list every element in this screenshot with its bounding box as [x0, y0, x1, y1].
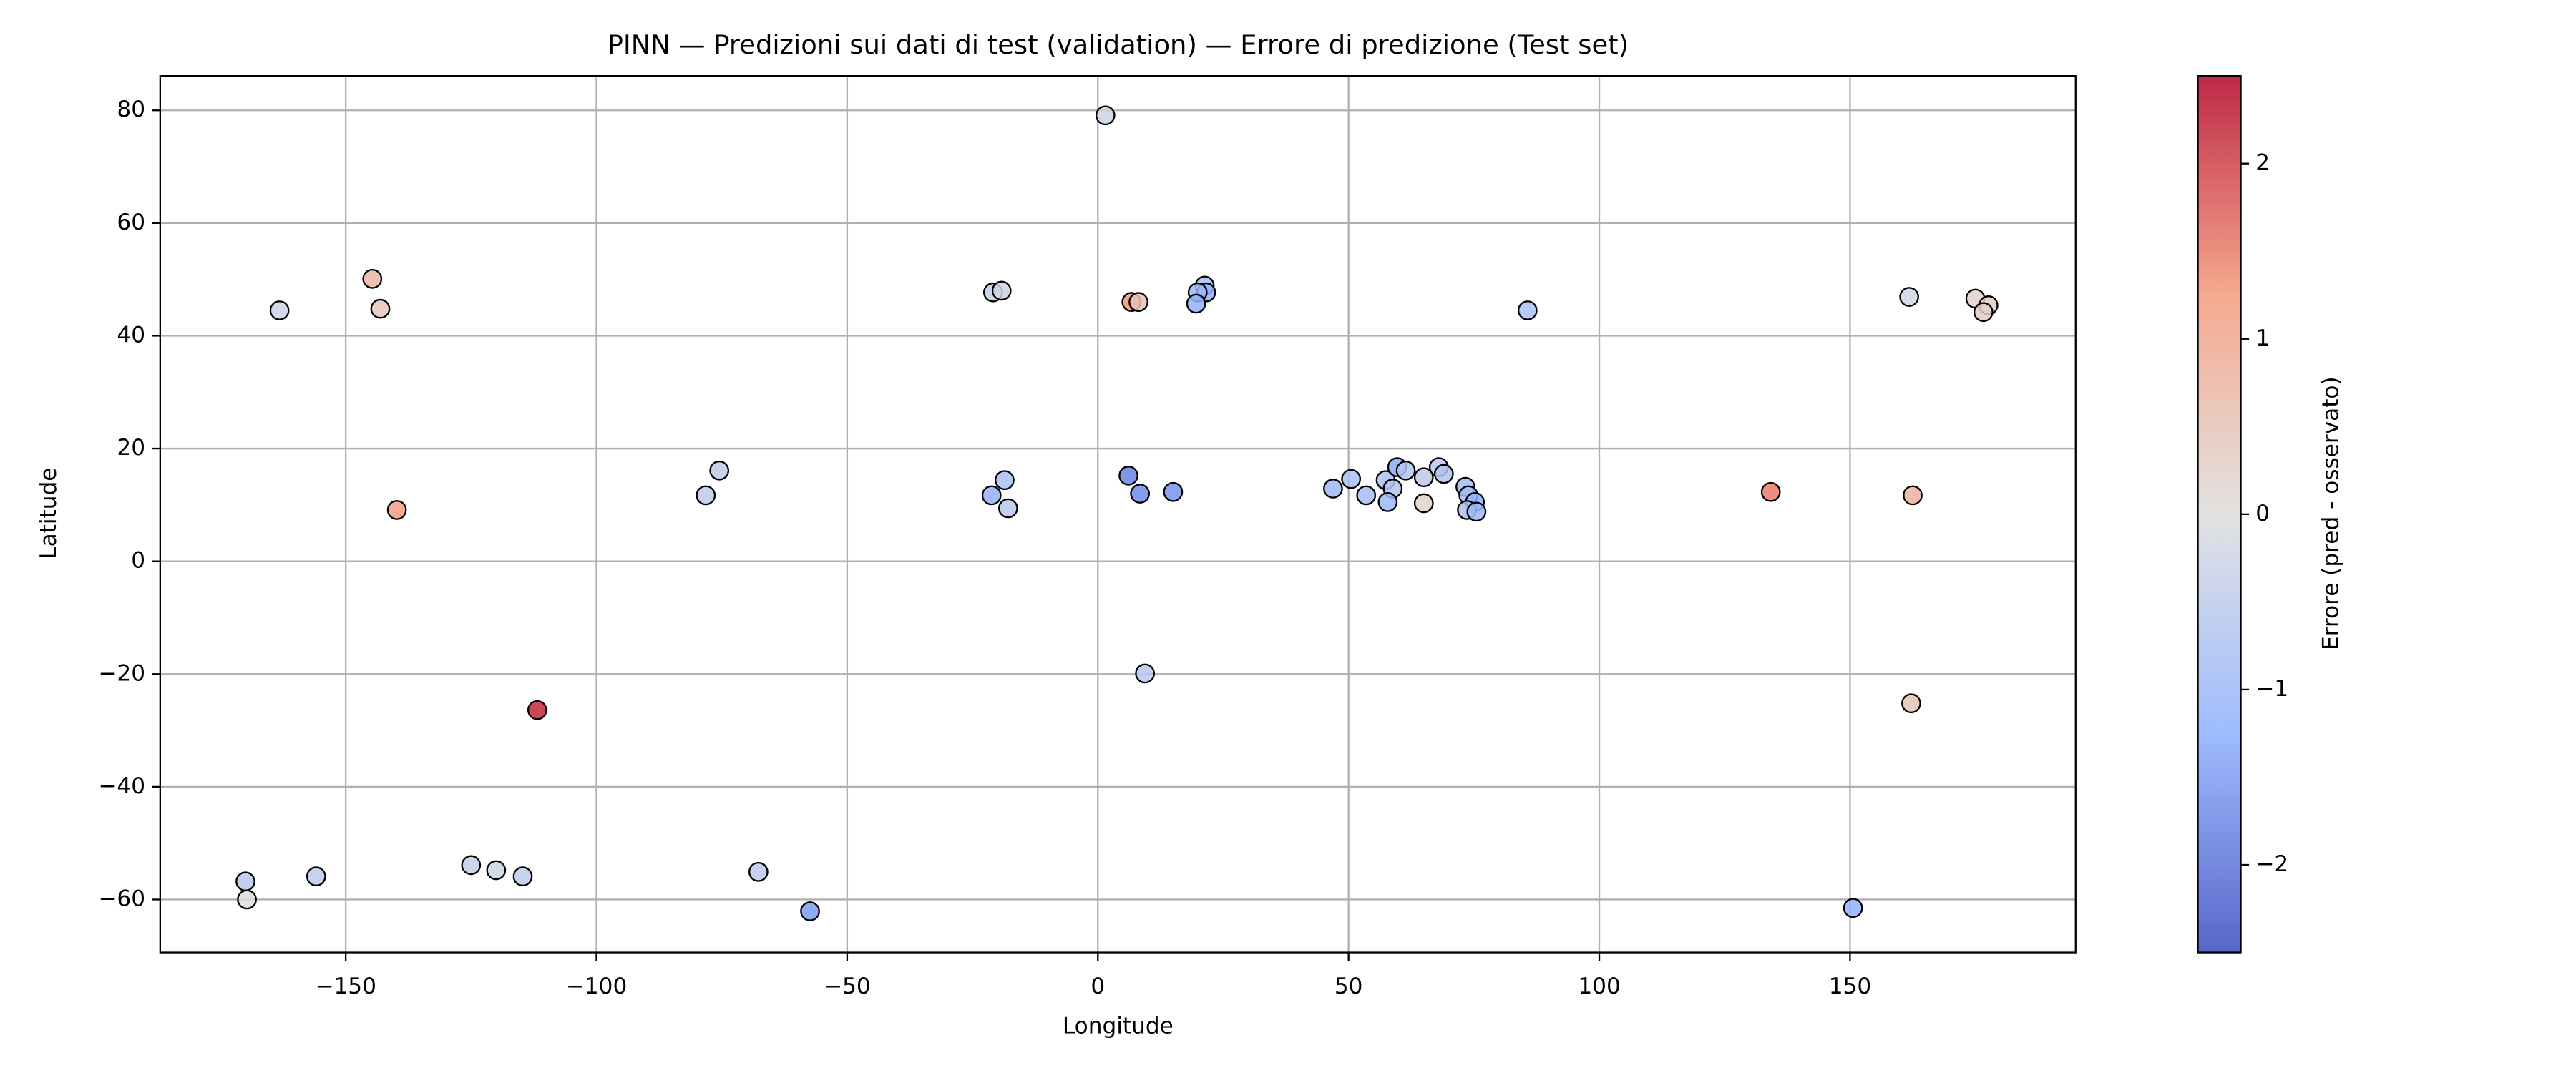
point [1517, 300, 1538, 320]
y-tick-label: −40 [98, 773, 145, 799]
point [1095, 105, 1116, 126]
point [461, 855, 482, 876]
point [527, 700, 547, 720]
point [362, 268, 383, 289]
x-tick-label: −150 [315, 974, 376, 999]
point [1433, 464, 1454, 484]
point [1395, 460, 1416, 481]
point [1135, 663, 1155, 684]
point [1760, 481, 1781, 502]
point [1843, 898, 1863, 918]
point [709, 460, 730, 481]
y-tick-label: 20 [117, 435, 145, 461]
point [1163, 481, 1184, 502]
x-tick-label: 50 [1335, 974, 1363, 999]
x-axis-label: Longitude [1063, 1013, 1174, 1039]
plot-frame [159, 75, 2077, 954]
point [486, 860, 507, 881]
point [748, 862, 769, 882]
point [1899, 287, 1919, 307]
colorbar [2197, 75, 2242, 954]
point [1186, 293, 1206, 314]
point [1341, 469, 1362, 489]
point [269, 300, 290, 320]
point [1413, 493, 1434, 514]
colorbar-tick-label: −1 [2255, 676, 2288, 702]
y-tick-label: −20 [98, 660, 145, 686]
point [235, 871, 255, 892]
point [1973, 302, 1994, 323]
y-tick-label: 40 [117, 322, 145, 348]
colorbar-tick-label: 0 [2255, 501, 2270, 526]
point [1130, 484, 1150, 504]
colorbar-tick-label: −2 [2255, 851, 2288, 877]
point [1901, 693, 1921, 714]
x-tick-label: 0 [1091, 974, 1105, 999]
colorbar-label: Errore (pred - osservato) [2318, 376, 2343, 650]
point [386, 500, 407, 520]
point [237, 889, 257, 910]
point [1466, 501, 1487, 522]
chart-title: PINN — Predizioni sui dati di test (vali… [608, 29, 1629, 60]
point [1377, 492, 1398, 512]
point [1413, 467, 1434, 488]
x-tick-label: −50 [824, 974, 871, 999]
colorbar-tick-label: 1 [2255, 325, 2270, 351]
y-tick-label: −60 [98, 886, 145, 911]
y-tick-label: 60 [117, 210, 145, 235]
point [1903, 485, 1923, 506]
point [696, 485, 716, 506]
y-tick-label: 0 [131, 548, 145, 574]
colorbar-tick-label: 2 [2255, 150, 2270, 176]
point [981, 485, 1002, 506]
y-axis-label: Latitude [36, 468, 62, 559]
point [997, 498, 1018, 519]
point [306, 866, 326, 887]
point [512, 866, 533, 887]
point [991, 280, 1012, 301]
y-tick-label: 80 [117, 97, 145, 122]
x-tick-label: 100 [1578, 974, 1620, 999]
point [1323, 479, 1343, 499]
point [370, 298, 391, 319]
point [800, 901, 820, 921]
x-tick-label: 150 [1829, 974, 1871, 999]
point [1356, 485, 1377, 506]
point [1128, 292, 1148, 312]
x-tick-label: −100 [566, 974, 628, 999]
point [995, 470, 1015, 491]
point [1118, 466, 1138, 486]
